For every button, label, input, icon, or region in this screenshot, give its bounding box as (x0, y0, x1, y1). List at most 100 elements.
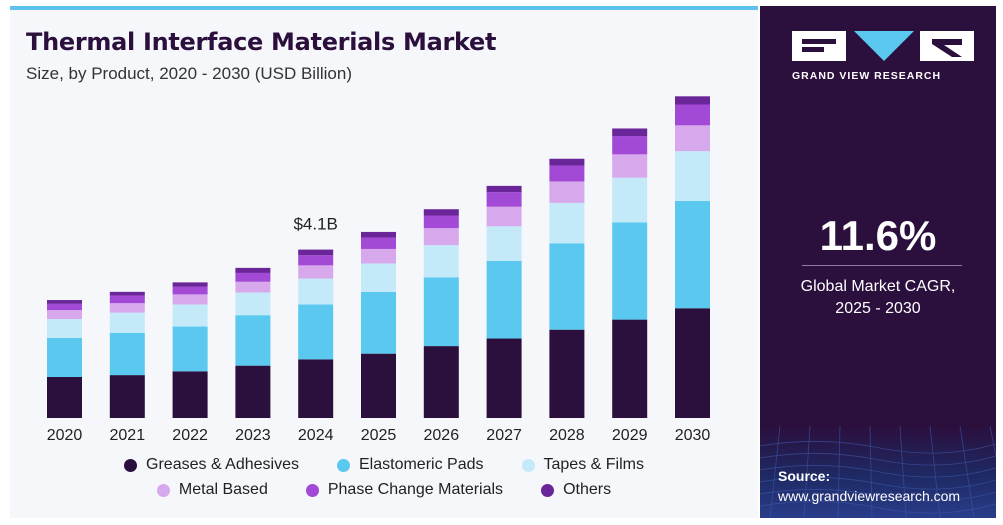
bar-segment (423, 228, 459, 246)
bar-segment (486, 185, 522, 193)
bar-segment (298, 304, 334, 360)
bar-segment (423, 209, 459, 216)
bar-segment (109, 291, 145, 296)
bar-segment (109, 332, 145, 376)
legend-item: Others (541, 481, 611, 499)
bar-segment (675, 151, 710, 202)
bar-segment (361, 231, 396, 238)
legend-swatch (337, 458, 350, 472)
bar-segment (486, 206, 522, 227)
bar-segment (235, 267, 271, 273)
x-tick-label: 2023 (235, 427, 271, 444)
legend-swatch (521, 458, 535, 472)
bar-segment (47, 337, 82, 377)
bar-segment (235, 272, 271, 282)
bar-segment (235, 281, 271, 293)
bar-segment (612, 128, 648, 137)
bar-segment (612, 177, 648, 223)
bar-segment (423, 277, 459, 347)
bar-segment (361, 263, 396, 292)
bar-segment (109, 375, 145, 418)
bar-segment (235, 292, 271, 316)
bar-segment (612, 154, 648, 178)
bar-segment (298, 278, 334, 305)
chart-title: Thermal Interface Materials Market (26, 28, 497, 56)
source-label: Source: (778, 468, 831, 484)
x-tick-label: 2026 (424, 427, 460, 444)
x-tick-label: 2025 (361, 427, 397, 444)
bar-segment (675, 201, 710, 309)
bar-segment (361, 291, 396, 354)
bar-segment (423, 215, 459, 229)
data-annotation: $4.1B (293, 215, 337, 234)
summary-panel: GRAND VIEW RESEARCH 11.6% Global Market … (760, 6, 996, 518)
bar-segment (172, 371, 208, 418)
legend-label: Metal Based (178, 481, 268, 498)
cagr-divider (802, 265, 962, 266)
x-tick-label: 2027 (486, 427, 522, 444)
bar-segment (172, 286, 208, 295)
wave-grid-pattern (760, 425, 996, 518)
bar-segment (486, 192, 522, 207)
legend-swatch (156, 483, 170, 497)
source-background (760, 425, 996, 518)
x-tick-label: 2020 (47, 427, 83, 444)
legend-item: Tapes & Films (521, 456, 644, 474)
bar-segment (612, 222, 648, 320)
legend-item: Elastomeric Pads (337, 456, 484, 474)
x-tick-label: 2029 (612, 427, 648, 444)
bar-segment (298, 359, 334, 418)
legend-row: Greases & Adhesives Elastomeric Pads Tapes… (10, 456, 758, 474)
legend-label: Greases & Adhesives (146, 456, 299, 473)
source-link[interactable]: www.grandviewresearch.com (778, 488, 961, 504)
bar-segment (675, 308, 710, 418)
chart-legend: Greases & Adhesives Elastomeric Pads Tapes… (10, 456, 758, 506)
brand-name: GRAND VIEW RESEARCH (792, 70, 942, 82)
bar-segment (423, 346, 459, 418)
bar-segment (172, 326, 208, 372)
bar-segment (361, 248, 396, 264)
bar-segment (549, 181, 585, 203)
bar-segment (298, 265, 334, 279)
bar-segment (549, 158, 585, 166)
legend-item: Metal Based (156, 481, 268, 499)
bar-segment (47, 310, 82, 319)
legend-item: Greases & Adhesives (124, 456, 299, 474)
bar-segment (172, 282, 208, 287)
bar-segment (47, 318, 82, 338)
bar-segment (486, 260, 522, 339)
bar-segment (675, 96, 710, 105)
bar-segment (549, 165, 585, 182)
cagr-label-line1: Global Market CAGR, (800, 278, 956, 295)
bar-segment (361, 237, 396, 249)
bar-segment (109, 295, 145, 304)
legend-swatch (541, 483, 555, 497)
bar-segment (361, 353, 396, 418)
bar-segment (298, 255, 334, 266)
bar-segment (172, 294, 208, 305)
x-tick-label: 2021 (110, 427, 146, 444)
legend-item: Phase Change Materials (305, 481, 504, 499)
x-tick-label: 2024 (298, 427, 334, 444)
bar-segment (235, 365, 271, 418)
x-tick-label: 2028 (549, 427, 585, 444)
grand-view-research-logo-icon (792, 31, 974, 61)
accent-bar (10, 6, 758, 10)
legend-label: Phase Change Materials (327, 481, 504, 498)
bar-segment (486, 338, 522, 418)
bar-segment (549, 329, 585, 418)
bar-segment (47, 300, 82, 304)
cagr-label-line2: 2025 - 2030 (835, 300, 921, 317)
x-tick-label: 2022 (172, 427, 208, 444)
legend-label: Others (563, 481, 612, 498)
x-tick-label: 2030 (675, 427, 711, 444)
bar-segment (47, 377, 82, 418)
stacked-bar-chart: 2020 2021 2022 2023 2024 $4.1B 2025 2026 2027 202… (47, 96, 711, 444)
bar-segment (675, 125, 710, 152)
legend-label: Tapes & Films (543, 456, 644, 473)
bar-segment (423, 245, 459, 278)
bar-segment (549, 202, 585, 244)
bar-segment (549, 243, 585, 330)
legend-swatch (124, 458, 138, 472)
